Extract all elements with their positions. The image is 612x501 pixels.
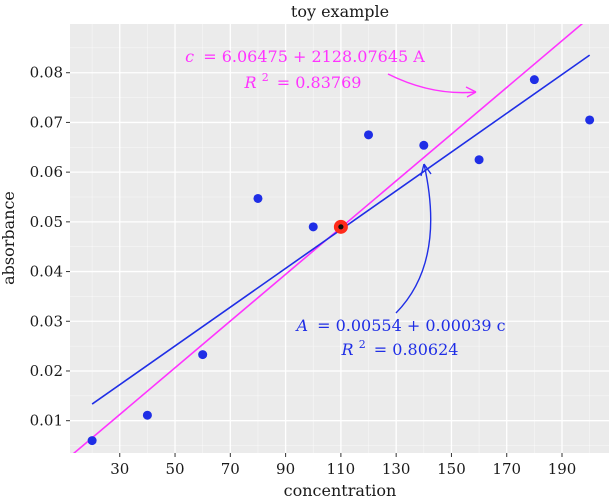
annotation-a-arrowhead <box>420 163 432 177</box>
svg-text:R 2 = 0.83769: R 2 = 0.83769 <box>244 66 362 92</box>
data-point <box>87 436 97 446</box>
y-tick-label: 0.07 <box>30 113 63 131</box>
x-tick-label: 110 <box>327 460 356 478</box>
y-tick-label: 0.06 <box>30 163 63 181</box>
y-tick-label: 0.02 <box>30 362 63 380</box>
annotation-a-r2-label: R <box>341 340 354 359</box>
annotation-a-arrow <box>395 163 432 314</box>
data-point <box>364 130 374 140</box>
annotation-a-lhs: A <box>294 316 308 335</box>
y-tick-label: 0.04 <box>30 263 63 281</box>
svg-text:c = 6.06475 + 2128.07645: c = 6.06475 + 2128.07645 A <box>185 47 425 66</box>
x-tick-label: 150 <box>437 460 466 478</box>
x-tick-label: 130 <box>382 460 411 478</box>
annotation-c-r2-value: = 0.83769 <box>277 73 362 92</box>
annotation-a-r2-sup: 2 <box>359 338 366 351</box>
x-tick-label: 50 <box>165 460 184 478</box>
y-axis-label: absorbance <box>0 191 18 285</box>
y-tick-label: 0.08 <box>30 64 63 82</box>
x-tick-label: 70 <box>221 460 240 478</box>
annotation-a-r2-value: = 0.80624 <box>374 340 459 359</box>
data-point <box>529 75 539 85</box>
y-axis-ticks: 0.01 0.02 0.03 0.04 0.05 0.06 0.07 0.08 <box>30 64 70 430</box>
x-tick-label: 190 <box>548 460 577 478</box>
x-tick-label: 170 <box>492 460 521 478</box>
data-point <box>142 410 152 420</box>
annotation-a: A = 0.00554 + 0.00039 c R 2 = 0.80624 <box>294 316 505 359</box>
annotation-c-arrow <box>387 73 477 94</box>
annotation-a-rhs: = 0.00554 + 0.00039 c <box>317 316 505 335</box>
grid-minor <box>70 24 609 453</box>
annotation-c-r2-label: R <box>244 73 257 92</box>
svg-text:A = 0.00554 + 0.00039 c: A = 0.00554 + 0.00039 c <box>294 316 505 335</box>
annotation-c-arrowhead <box>465 86 477 98</box>
annotation-c-r2-sup: 2 <box>262 71 269 84</box>
data-point <box>419 140 429 150</box>
svg-text:R 2 = 0.80624: R 2 = 0.80624 <box>341 333 459 359</box>
annotation-c-rhs: = 6.06475 + 2128.07645 A <box>203 47 425 66</box>
grid-major <box>70 24 609 453</box>
data-point <box>308 222 318 232</box>
data-point <box>585 115 595 125</box>
y-tick-label: 0.05 <box>30 213 63 231</box>
chart-title: toy example <box>291 2 389 21</box>
data-point <box>474 155 484 165</box>
data-point <box>198 350 208 360</box>
y-tick-label: 0.01 <box>30 412 63 430</box>
x-axis-ticks: 30 50 70 90 110 130 150 170 190 <box>110 453 576 478</box>
data-points <box>87 75 595 446</box>
x-tick-label: 30 <box>110 460 129 478</box>
x-axis-label: concentration <box>284 481 397 500</box>
y-tick-label: 0.03 <box>30 312 63 330</box>
data-point <box>253 193 263 203</box>
annotation-c-lhs: c <box>185 47 194 66</box>
highlight-point-core <box>338 224 344 230</box>
annotation-c: c = 6.06475 + 2128.07645 A R 2 = 0.83769 <box>185 47 425 92</box>
x-tick-label: 90 <box>276 460 295 478</box>
